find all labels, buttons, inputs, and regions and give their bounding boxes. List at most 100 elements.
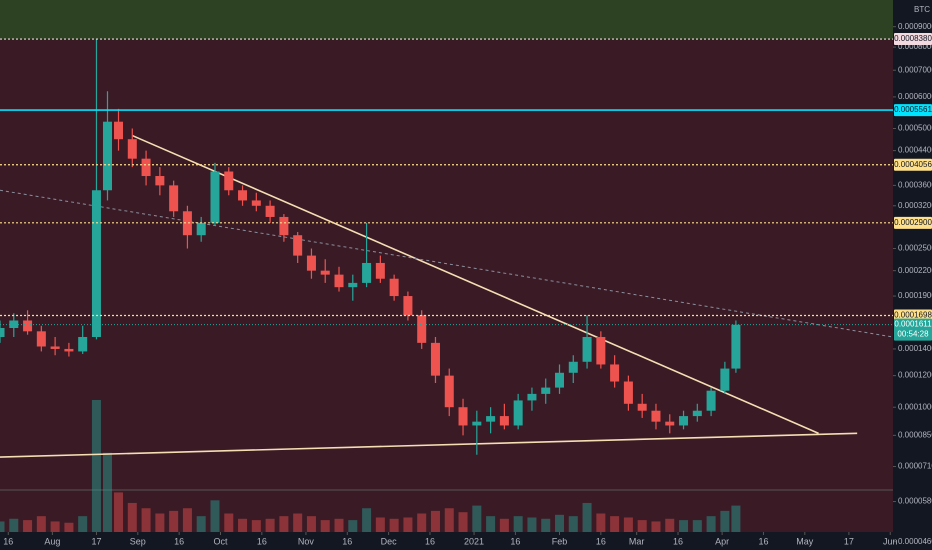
candle-body — [637, 403, 647, 411]
volume-bar — [444, 508, 454, 532]
level-label: 0.0005561 — [894, 105, 932, 114]
volume-bar — [306, 516, 316, 532]
volume-bar — [692, 520, 702, 532]
candle-body — [23, 320, 33, 332]
candle-body — [265, 205, 275, 217]
candle-body — [182, 211, 192, 236]
candle-body — [91, 190, 101, 337]
candle-body — [417, 315, 427, 343]
volume-bar — [102, 452, 112, 532]
volume-bar — [320, 520, 330, 532]
candle-body — [651, 410, 661, 422]
x-tick-label: Apr — [715, 536, 729, 546]
level-label-box — [894, 104, 932, 117]
volume-bar — [706, 516, 716, 532]
volume-bar — [458, 512, 468, 532]
candle-body — [334, 274, 344, 288]
volume-bar — [568, 516, 578, 532]
candle-body — [141, 158, 151, 177]
candle-body — [238, 190, 248, 201]
candle-body — [731, 324, 741, 369]
level-label-box — [894, 309, 932, 322]
volume-bar — [196, 516, 206, 532]
volume-bar — [293, 513, 303, 532]
candle-body — [610, 364, 620, 382]
x-tick-label: 16 — [342, 536, 352, 546]
trend-line — [0, 189, 894, 338]
volume-bar — [210, 500, 220, 532]
volume-bar — [0, 521, 5, 532]
candle-body — [499, 416, 509, 426]
countdown: 00:54:28 — [897, 330, 929, 339]
candle-body — [114, 121, 124, 140]
volume-bar — [486, 516, 496, 532]
candle-body — [679, 416, 689, 426]
volume-bar — [182, 508, 192, 532]
level-label: 0.0002900 — [894, 218, 932, 227]
candle-body — [596, 336, 606, 365]
x-tick-label: 16 — [510, 536, 520, 546]
volume-bar — [527, 517, 537, 532]
volume-bar — [731, 505, 741, 532]
volume-bar — [637, 520, 647, 532]
volume-bar — [251, 520, 261, 532]
candle-body — [127, 139, 137, 159]
candle-body — [623, 381, 633, 404]
x-tick-label: 17 — [844, 536, 854, 546]
candle-body — [362, 262, 372, 283]
candle-body — [665, 421, 675, 426]
volume-bar — [541, 518, 551, 532]
x-tick-label: 17 — [91, 536, 101, 546]
volume-bar — [651, 521, 661, 532]
candle-body — [486, 416, 496, 422]
candle-body — [513, 400, 523, 426]
time-axis — [0, 532, 893, 550]
candle-body — [251, 200, 261, 206]
candle-body — [0, 327, 5, 337]
x-tick-label: Aug — [44, 536, 60, 546]
volume-bar — [78, 516, 88, 532]
volume-bar — [610, 516, 620, 532]
x-tick-label: Feb — [552, 536, 568, 546]
volume-bar — [582, 502, 592, 532]
level-label-box — [894, 158, 932, 171]
y-tick-label: 0.0000460 — [898, 537, 932, 546]
candle-body — [706, 390, 716, 411]
volume-bar — [389, 518, 399, 532]
candle-body — [279, 216, 289, 236]
x-tick-label: May — [796, 536, 814, 546]
candle-body — [444, 375, 454, 408]
x-tick-label: Oct — [213, 536, 228, 546]
x-tick-label: Jun — [883, 536, 898, 546]
x-tick-label: 16 — [596, 536, 606, 546]
candle-body — [692, 410, 702, 417]
volume-bar — [623, 517, 633, 532]
price-axis — [893, 0, 932, 550]
candle-body — [348, 282, 358, 288]
volume-bar — [513, 516, 523, 532]
candle-body — [78, 336, 88, 352]
x-tick-label: Nov — [298, 536, 315, 546]
candle-body — [582, 336, 592, 362]
volume-bar — [430, 510, 440, 532]
volume-bar — [555, 514, 565, 532]
candle-body — [9, 320, 19, 328]
trend-line — [131, 134, 819, 435]
quote-currency: BTC — [914, 5, 930, 14]
candle-body — [375, 262, 385, 279]
x-tick-label: Mar — [629, 536, 645, 546]
candle-body — [555, 372, 565, 388]
candle-body — [50, 346, 60, 349]
